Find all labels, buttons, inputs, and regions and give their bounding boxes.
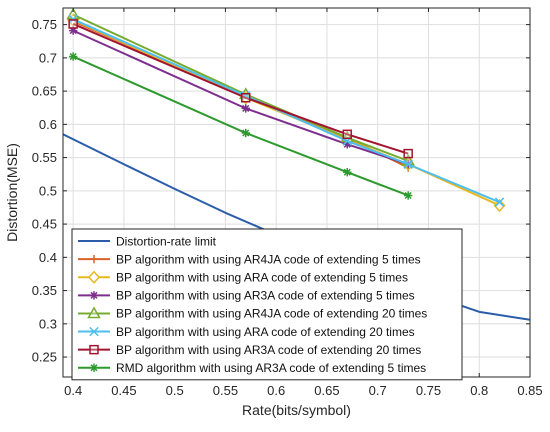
x-tick-label: 0.7 xyxy=(369,383,387,398)
legend-marker xyxy=(89,326,99,337)
data-point xyxy=(68,19,78,29)
legend-entry: BP algorithm with using AR4JA code of ex… xyxy=(78,252,421,266)
y-tick-label: 0.75 xyxy=(32,17,57,32)
data-point xyxy=(343,168,352,177)
x-tick-label: 0.8 xyxy=(470,383,488,398)
legend: Distortion-rate limit BP algorithm with u… xyxy=(71,228,463,381)
y-tick-label: 0.6 xyxy=(39,117,57,132)
x-tick-label: 0.45 xyxy=(111,383,136,398)
x-tick-label: 0.85 xyxy=(517,383,542,398)
series-line xyxy=(72,55,409,197)
data-point xyxy=(68,52,78,61)
data-point xyxy=(494,197,505,207)
y-tick-label: 0.55 xyxy=(32,150,57,165)
x-tick-label: 0.4 xyxy=(64,383,82,398)
legend-label: BP algorithm with using AR3A code of ext… xyxy=(116,289,415,303)
data-point xyxy=(493,198,506,213)
x-tick-label: 0.55 xyxy=(213,383,238,398)
y-tick-label: 0.5 xyxy=(39,183,57,198)
data-point xyxy=(241,104,250,113)
legend-label: BP algorithm with using AR4JA code of ex… xyxy=(116,252,421,266)
y-tick-label: 0.35 xyxy=(32,283,57,298)
legend-label: BP algorithm with using ARA code of exte… xyxy=(116,270,408,284)
legend-entry: BP algorithm with using AR4JA code of ex… xyxy=(78,306,427,321)
data-point xyxy=(403,191,413,200)
series-line xyxy=(72,23,409,155)
data-point xyxy=(241,128,250,138)
legend-marker xyxy=(89,344,99,355)
legend-entry: BP algorithm with using ARA code of exte… xyxy=(78,325,415,339)
legend-marker xyxy=(89,363,99,372)
series-8 xyxy=(68,52,413,200)
legend-marker xyxy=(87,270,101,284)
legend-label: BP algorithm with using AR3A code of ext… xyxy=(116,343,421,357)
legend-label: BP algorithm with using AR4JA code of ex… xyxy=(116,307,427,321)
series-line xyxy=(72,29,409,166)
legend-entry: RMD algorithm with using AR3A code of ex… xyxy=(78,361,426,375)
y-tick-label: 0.4 xyxy=(39,250,57,265)
legend-entry: Distortion-rate limit xyxy=(78,234,217,248)
legend-entry: BP algorithm with using AR3A code of ext… xyxy=(78,343,421,357)
x-tick-label: 0.5 xyxy=(166,383,184,398)
legend-marker xyxy=(89,291,99,300)
data-point xyxy=(342,129,353,140)
y-tick-label: 0.65 xyxy=(32,84,57,99)
legend-entry: BP algorithm with using AR3A code of ext… xyxy=(78,289,415,303)
y-tick-label: 0.7 xyxy=(39,50,57,65)
y-axis-ticks: 0.25 0.3 0.35 0.4 0.45 0.5 0.55 0.6 0.65 0.7 0.75 xyxy=(32,17,530,365)
y-tick-label: 0.45 xyxy=(32,217,57,232)
y-tick-label: 0.3 xyxy=(39,316,57,331)
data-point xyxy=(403,148,413,159)
x-axis-label: Rate(bits/symbol) xyxy=(242,402,351,418)
x-tick-label: 0.75 xyxy=(416,383,441,398)
x-tick-label: 0.6 xyxy=(267,383,285,398)
legend-box xyxy=(71,228,463,381)
x-tick-label: 0.65 xyxy=(314,383,339,398)
data-point xyxy=(240,93,251,103)
legend-marker xyxy=(89,254,99,264)
legend-label: BP algorithm with using ARA code of exte… xyxy=(116,325,415,339)
series-7 xyxy=(68,19,413,159)
y-axis-label: Distortion(MSE) xyxy=(4,143,20,242)
y-tick-label: 0.25 xyxy=(32,350,57,365)
legend-label: RMD algorithm with using AR3A code of ex… xyxy=(116,361,426,375)
legend-label: Distortion-rate limit xyxy=(116,234,217,248)
data-point xyxy=(403,159,413,169)
legend-entry: BP algorithm with using ARA code of exte… xyxy=(78,270,408,284)
legend-marker xyxy=(87,306,101,319)
